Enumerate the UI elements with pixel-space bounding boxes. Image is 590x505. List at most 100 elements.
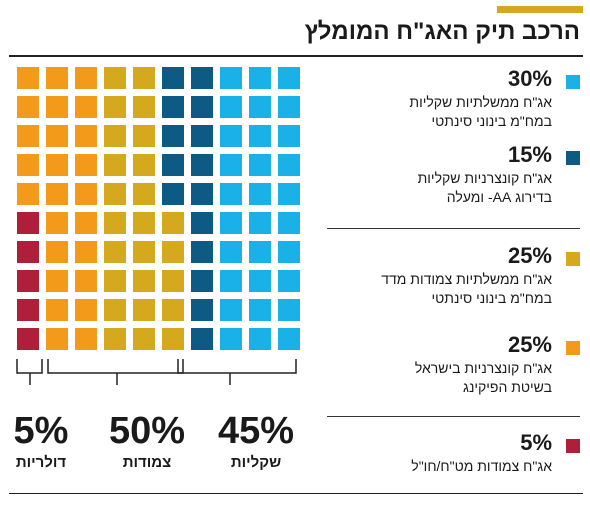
waffle-cell-corp-cpi	[191, 154, 213, 176]
waffle-cell-corp-cpi	[191, 125, 213, 147]
waffle-cell-gov-idx	[104, 270, 126, 292]
waffle-cell-corp-cpi	[162, 154, 184, 176]
waffle-cell-gov-cpi	[220, 270, 242, 292]
waffle-cell-corp-idx	[75, 125, 97, 147]
waffle-cell-gov-cpi	[278, 299, 300, 321]
legend-desc-line: אג"ח ממשלתיות שקליות	[409, 94, 552, 110]
waffle-cell-gov-cpi	[220, 183, 242, 205]
waffle-cell-gov-idx	[162, 212, 184, 234]
waffle-cell-gov-cpi	[249, 299, 271, 321]
group-pct-shekel: 45%	[217, 410, 295, 452]
waffle-cell-gov-cpi	[220, 212, 242, 234]
waffle-cell-gov-idx	[104, 241, 126, 263]
waffle-cell-gov-cpi	[220, 154, 242, 176]
legend-pct: 15%	[507, 142, 552, 167]
waffle-cell-gov-cpi	[278, 183, 300, 205]
waffle-cell-gov-cpi	[278, 212, 300, 234]
legend-item-foreign: 5% אג"ח צמודות מט"ח/חו"ל	[325, 430, 580, 485]
waffle-cell-gov-cpi	[249, 96, 271, 118]
waffle-cell-gov-cpi	[249, 154, 271, 176]
waffle-cell-gov-idx	[133, 125, 155, 147]
waffle-cell-gov-idx	[133, 241, 155, 263]
top-rule	[9, 55, 583, 57]
waffle-cell-foreign	[17, 328, 39, 350]
waffle-cell-gov-cpi	[278, 96, 300, 118]
waffle-cell-foreign	[17, 241, 39, 263]
waffle-cell-corp-idx	[75, 96, 97, 118]
group-pct-linked: 50%	[108, 410, 186, 452]
waffle-cell-gov-idx	[162, 270, 184, 292]
waffle-cell-gov-idx	[162, 328, 184, 350]
legend-swatch	[566, 252, 580, 266]
waffle-cell-corp-cpi	[191, 183, 213, 205]
legend-desc: אג"ח ממשלתיות צמודות מדד במח"מ בינוני סי…	[327, 270, 552, 308]
brace-shekel	[177, 359, 297, 385]
waffle-cell-corp-idx	[17, 96, 39, 118]
waffle-cell-gov-cpi	[278, 67, 300, 89]
waffle-cell-gov-cpi	[278, 125, 300, 147]
waffle-cell-gov-cpi	[278, 328, 300, 350]
waffle-cell-gov-cpi	[249, 67, 271, 89]
waffle-cell-corp-idx	[46, 154, 68, 176]
legend-desc-line: בדירוג AA- ומעלה	[446, 189, 552, 205]
waffle-cell-corp-idx	[46, 241, 68, 263]
group-label-linked: צמודות	[122, 454, 172, 471]
waffle-cell-gov-idx	[133, 183, 155, 205]
waffle-cell-gov-idx	[104, 183, 126, 205]
legend-swatch	[566, 439, 580, 453]
waffle-cell-gov-cpi	[249, 270, 271, 292]
legend-desc: אג"ח קונצרניות שקליות בדירוג AA- ומעלה	[327, 169, 552, 207]
waffle-cell-corp-idx	[46, 125, 68, 147]
legend-item-corp-idx: 25% אג"ח קונצרניות בישראל בשיטת הפיקינג	[325, 332, 580, 412]
waffle-cell-corp-cpi	[191, 299, 213, 321]
bottom-rule	[9, 493, 583, 494]
group-label-shekel: שקליות	[230, 454, 282, 471]
waffle-cell-corp-cpi	[191, 212, 213, 234]
waffle-cell-gov-idx	[104, 96, 126, 118]
brace-dollar	[16, 359, 43, 385]
waffle-cell-corp-idx	[75, 270, 97, 292]
waffle-cell-corp-cpi	[191, 241, 213, 263]
legend-divider	[327, 416, 580, 417]
waffle-cell-gov-idx	[133, 212, 155, 234]
legend-pct: 30%	[507, 66, 552, 91]
waffle-cell-gov-idx	[104, 212, 126, 234]
group-label-dollar: דולריות	[15, 454, 67, 471]
waffle-cell-corp-idx	[46, 270, 68, 292]
waffle-cell-corp-cpi	[191, 270, 213, 292]
legend-item-corp-cpi: 15% אג"ח קונצרניות שקליות בדירוג AA- ומע…	[325, 142, 580, 222]
waffle-cell-corp-cpi	[162, 183, 184, 205]
waffle-cell-corp-cpi	[162, 96, 184, 118]
waffle-cell-gov-cpi	[220, 67, 242, 89]
waffle-cell-gov-idx	[162, 241, 184, 263]
waffle-cell-corp-idx	[46, 212, 68, 234]
waffle-cell-gov-cpi	[278, 154, 300, 176]
waffle-cell-corp-idx	[46, 67, 68, 89]
waffle-cell-corp-idx	[75, 299, 97, 321]
waffle-cell-foreign	[17, 270, 39, 292]
brace-linked	[47, 359, 184, 385]
chart-title: הרכב תיק האג"ח המומלץ	[304, 18, 580, 45]
legend-desc-line: במח"מ בינוני סינתטי	[431, 290, 552, 306]
waffle-cell-gov-cpi	[220, 96, 242, 118]
waffle-cell-gov-cpi	[220, 299, 242, 321]
legend-desc-line: בשיטת הפיקינג	[463, 379, 552, 395]
waffle-cell-gov-idx	[133, 96, 155, 118]
waffle-cell-gov-cpi	[249, 183, 271, 205]
waffle-cell-corp-cpi	[191, 67, 213, 89]
waffle-cell-gov-cpi	[249, 212, 271, 234]
waffle-cell-gov-cpi	[220, 241, 242, 263]
waffle-cell-foreign	[17, 299, 39, 321]
waffle-cell-corp-idx	[46, 183, 68, 205]
waffle-cell-corp-cpi	[162, 125, 184, 147]
legend-swatch	[566, 151, 580, 165]
legend-swatch	[566, 75, 580, 89]
legend-desc: אג"ח ממשלתיות שקליות במח"מ בינוני סינתטי	[327, 93, 552, 131]
legend-swatch	[566, 341, 580, 355]
waffle-cell-corp-cpi	[191, 96, 213, 118]
waffle-cell-corp-idx	[75, 67, 97, 89]
waffle-cell-corp-idx	[17, 154, 39, 176]
waffle-cell-gov-cpi	[249, 125, 271, 147]
